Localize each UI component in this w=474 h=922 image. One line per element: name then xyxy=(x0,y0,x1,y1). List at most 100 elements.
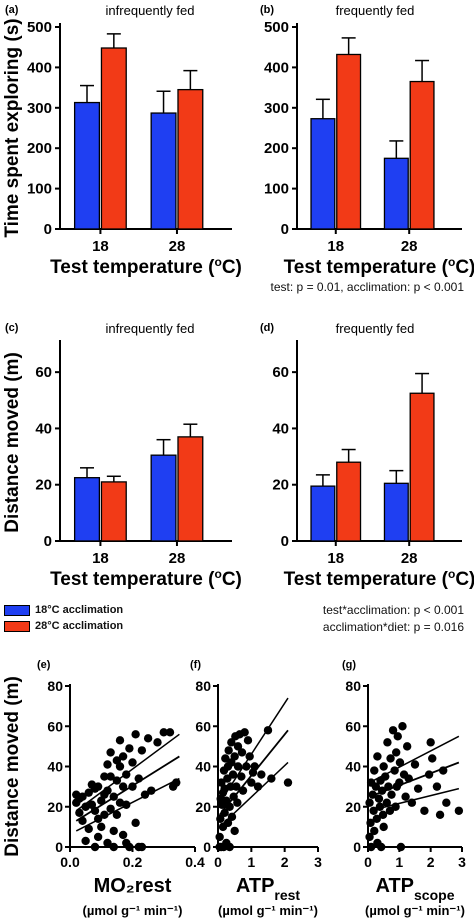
panel-f-x-unit: (µmol g⁻¹ min⁻¹) xyxy=(218,903,318,918)
panel-c-x-label: Test temperature (oC) xyxy=(50,567,242,590)
panel-c-x-tick-label: 18 xyxy=(92,550,109,567)
legend-swatch-28 xyxy=(4,620,30,632)
panel-d-title: frequently fed xyxy=(336,321,415,336)
panel-d-bar xyxy=(383,482,409,542)
legend-entry-18: 18°C acclimation xyxy=(4,602,123,618)
panel-e-point xyxy=(125,842,134,852)
panel-c-x-tick-label: 28 xyxy=(169,550,186,567)
panel-g-point xyxy=(402,742,412,751)
panel-b-y-tick-label: 300 xyxy=(264,100,289,117)
panel-e-point xyxy=(81,836,90,846)
panel-e-x-tick-label: 0.2 xyxy=(123,854,143,870)
panel-g-x-tick-label: 0 xyxy=(364,854,372,870)
panel-e-x-tick-label: 0.0 xyxy=(60,854,80,870)
panel-a-y-label: Time spent exploring (s) xyxy=(2,18,23,237)
panel-f-point xyxy=(215,832,224,842)
panel-g-point xyxy=(396,842,406,852)
panel-c-y-label: Distance moved (m) xyxy=(2,352,23,533)
panel-e-point xyxy=(165,728,175,737)
panel-e-point xyxy=(100,772,109,781)
panel-g-point xyxy=(401,792,410,801)
panel-c-bar xyxy=(73,477,101,542)
panel-e-point xyxy=(84,788,93,797)
panel-e-point xyxy=(109,842,118,852)
panel-f-ci-upper xyxy=(219,697,289,804)
panel-g-y-tick-label: 60 xyxy=(345,718,361,734)
stats-note-middle-2: acclimation*diet: p = 0.016 xyxy=(322,620,464,634)
panel-f-label: (f) xyxy=(190,659,201,671)
panel-e-point xyxy=(131,818,140,828)
panel-g-point xyxy=(378,810,388,819)
panel-c-label: (c) xyxy=(5,322,19,334)
panel-f-y-tick-label: 0 xyxy=(203,839,211,855)
panel-f-x-tick-label: 3 xyxy=(314,854,322,870)
panel-e-point xyxy=(93,832,103,842)
panel-f-point xyxy=(230,826,239,836)
panel-e-point xyxy=(115,762,125,771)
panel-e-point xyxy=(78,792,87,801)
panel-b-x-tick-label: 28 xyxy=(401,238,418,255)
panel-c-x-label-unit: C) xyxy=(222,569,242,590)
panel-f-point xyxy=(283,778,293,787)
panel-b-y-tick-label: 200 xyxy=(264,140,289,157)
panel-g-point xyxy=(387,790,396,799)
panel-b-y-tick-label: 100 xyxy=(264,181,289,198)
panel-e-point xyxy=(90,842,100,852)
panel-g-y-tick-label: 20 xyxy=(345,799,361,815)
panel-e-point xyxy=(153,738,162,747)
panel-b-bar xyxy=(409,80,435,230)
panel-a-x-label-degree: o xyxy=(214,255,221,269)
legend-entry-28: 28°C acclimation xyxy=(4,618,123,634)
panel-f-x-tick-label: 0 xyxy=(214,854,222,870)
panel-e-point xyxy=(159,728,168,737)
panel-e-y-tick-label: 60 xyxy=(47,718,63,734)
panel-g-point xyxy=(365,832,374,842)
panel-a-bar xyxy=(73,101,101,230)
panel-g-ci-lower xyxy=(369,787,460,812)
panel-a-x-tick-label: 28 xyxy=(169,238,186,255)
panel-g-point xyxy=(420,806,429,815)
panel-f-x-tick-label: 2 xyxy=(281,854,289,870)
panel-a-bar xyxy=(177,88,204,230)
panel-e-point xyxy=(118,782,128,791)
panel-g-point xyxy=(374,794,384,803)
panel-g-x-label-sub: scope xyxy=(414,887,455,903)
panel-a-y-tick-label: 200 xyxy=(27,140,52,157)
panel-g-point xyxy=(370,766,379,775)
stats-note-top: test: p = 0.01, acclimation: p < 0.001 xyxy=(270,280,464,294)
panel-g-point xyxy=(379,822,388,832)
panel-e-y-label: Distance moved (m) xyxy=(2,676,23,857)
panel-f-point xyxy=(232,782,241,791)
panel-g-y-tick-label: 80 xyxy=(345,678,361,694)
panel-b-bar xyxy=(383,157,409,230)
panel-g-point xyxy=(381,772,390,781)
panel-g-point xyxy=(413,784,423,793)
panel-e-point xyxy=(84,824,93,834)
panel-e-point xyxy=(143,734,153,743)
panel-b-y-tick-label: 400 xyxy=(264,59,289,76)
panel-d-x-label-unit: C) xyxy=(455,569,474,590)
panel-d-label: (d) xyxy=(260,322,274,334)
panel-g-label: (g) xyxy=(342,659,356,671)
panel-d-x-label: Test temperature (oC) xyxy=(284,567,474,590)
panel-e-point xyxy=(137,746,147,755)
panel-c-bar xyxy=(100,481,127,542)
panel-e-point xyxy=(125,744,134,753)
panel-g-point xyxy=(366,842,376,852)
stats-note-middle-1: test*acclimation: p < 0.001 xyxy=(322,603,464,617)
panel-g-point xyxy=(435,810,445,819)
panel-a-x-tick-label: 18 xyxy=(92,238,109,255)
panel-g-point xyxy=(365,798,374,807)
panel-c-y-tick-label: 0 xyxy=(44,533,52,550)
panel-g-point xyxy=(426,738,435,747)
panel-f-point xyxy=(225,842,234,852)
panel-f-y-tick-label: 40 xyxy=(195,759,211,775)
panel-g-point xyxy=(382,798,391,807)
panel-e-x-unit: (µmol g⁻¹ min⁻¹) xyxy=(83,903,183,918)
panel-e-point xyxy=(106,748,115,757)
panel-g-point xyxy=(372,814,381,824)
panel-g-point xyxy=(383,738,392,747)
panel-d-bar xyxy=(409,392,435,542)
panel-e-y-tick-label: 40 xyxy=(47,759,63,775)
